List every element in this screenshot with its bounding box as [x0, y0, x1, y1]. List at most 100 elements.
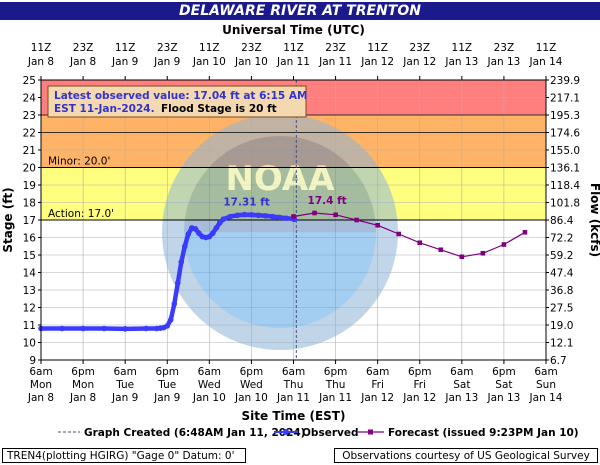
bottom-tick-time: 6pm [240, 366, 264, 378]
top-tick-label: 11Z [367, 42, 388, 54]
notice-box [47, 85, 307, 118]
y-tick-label: 12 [23, 303, 36, 315]
top-tick-label: 11Z [31, 42, 52, 54]
notice-flood-stage: Flood Stage is 20 ft [161, 103, 277, 115]
top-tick-label: 23Z [73, 42, 94, 54]
bottom-tick-day: Thu [325, 379, 346, 391]
top-tick-date: Jan 14 [529, 56, 563, 68]
noaa-watermark: NOAA [162, 114, 398, 350]
watermark-sea [184, 232, 376, 328]
forecast-peak-label: 17.4 ft [308, 195, 347, 207]
threshold-label: Action: 17.0' [48, 208, 114, 220]
bottom-tick-time: 6am [29, 366, 52, 378]
bottom-tick-time: 6pm [155, 366, 179, 378]
flow-tick-label: 118.4 [550, 180, 580, 192]
bottom-tick-date: Jan 8 [27, 392, 54, 404]
forecast-point [417, 240, 423, 246]
top-tick-label: 23Z [157, 42, 178, 54]
bottom-tick-day: Wed [240, 379, 263, 391]
y-tick-label: 21 [23, 145, 36, 157]
flow-tick-label: 239.9 [550, 75, 580, 87]
chart-title: DELAWARE RIVER AT TRENTON [0, 2, 600, 20]
bottom-tick-time: 6am [534, 366, 557, 378]
bottom-tick-day: Mon [72, 379, 94, 391]
flow-tick-label: 72.2 [550, 233, 573, 245]
observed-point [206, 233, 213, 240]
bottom-tick-date: Jan 10 [234, 392, 268, 404]
flow-tick-label: 136.1 [550, 163, 580, 175]
observed-point [178, 259, 185, 265]
bottom-tick-date: Jan 9 [111, 392, 138, 404]
observed-point [181, 243, 188, 250]
y-tick-label: 18 [23, 198, 36, 210]
observed-point [196, 230, 202, 236]
bottom-tick-day: Thu [283, 379, 304, 391]
overlay: 17.31 ft 17.4 ft Latest observed value: 17… [47, 85, 347, 209]
observed-point [241, 211, 248, 218]
top-tick-date: Jan 9 [153, 56, 180, 68]
legend-observed-marker [283, 429, 289, 435]
top-tick-date: Jan 9 [111, 56, 138, 68]
bottom-tick-date: Jan 11 [318, 392, 352, 404]
observed-point [213, 225, 220, 231]
y-tick-label: 17 [23, 215, 36, 227]
legend-observed: Observed [302, 427, 358, 439]
flow-tick-label: 101.8 [550, 198, 580, 210]
top-tick-label: 11Z [115, 42, 136, 54]
observed-point [210, 230, 216, 236]
y-tick-label: 20 [23, 163, 36, 175]
observed-point [269, 213, 276, 220]
bottom-tick-time: 6pm [324, 366, 348, 378]
bottom-tick-date: Jan 11 [276, 392, 310, 404]
forecast-point [459, 254, 465, 260]
top-tick-date: Jan 12 [360, 56, 394, 68]
bottom-tick-day: Tue [115, 379, 134, 391]
forecast-point [501, 242, 507, 247]
bottom-tick-date: Jan 12 [402, 392, 436, 404]
observed-point [80, 325, 86, 332]
top-tick-date: Jan 10 [234, 56, 268, 68]
legend-forecast-marker [368, 429, 373, 435]
flow-tick-label: 47.4 [550, 268, 574, 280]
datum-footer: TREN4(plotting HGIRG) "Gage 0" Datum: 0' [2, 448, 246, 463]
observed-point [167, 316, 174, 323]
bottom-tick-day: Sat [453, 379, 470, 391]
y-tick-label: 22 [23, 128, 36, 140]
forecast-point [333, 212, 338, 218]
watermark-text: NOAA [225, 159, 335, 199]
y-tick-label: 19 [23, 180, 36, 192]
y-tick-label: 13 [23, 285, 36, 297]
bottom-tick-time: 6pm [408, 366, 432, 378]
flow-tick-label: 155.0 [550, 145, 580, 157]
y-tick-label: 25 [23, 75, 36, 87]
bottom-tick-time: 6am [113, 366, 136, 378]
top-tick-date: Jan 13 [444, 56, 478, 68]
top-tick-date: Jan 10 [192, 56, 226, 68]
bottom-tick-date: Jan 13 [444, 392, 478, 404]
observed-point [164, 323, 171, 329]
threshold-label: Minor: 20.0' [48, 156, 110, 168]
bottom-tick-time: 6am [366, 366, 389, 378]
flow-tick-label: 59.2 [550, 250, 573, 262]
top-tick-label: 11Z [452, 42, 473, 54]
observed-point [122, 326, 128, 332]
legend-forecast: Forecast (issued 9:23PM Jan 10) [388, 427, 579, 439]
flow-tick-label: 195.3 [550, 110, 580, 122]
observed-point [171, 301, 178, 307]
bottom-tick-time: 6am [198, 366, 221, 378]
y-tick-label: 15 [23, 250, 36, 262]
top-tick-label: 23Z [409, 42, 430, 54]
bottom-tick-time: 6pm [71, 366, 95, 378]
bottom-tick-day: Sun [536, 379, 556, 391]
forecast-line [293, 212, 526, 258]
right-axis-title: Flow (kcfs) [588, 183, 600, 257]
bottom-tick-date: Jan 9 [153, 392, 180, 404]
flow-tick-label: 6.7 [550, 355, 567, 367]
top-tick-label: 23Z [494, 42, 515, 54]
observed-point [59, 325, 65, 332]
observed-point [185, 231, 192, 237]
legend-graph-created: Graph Created (6:48AM Jan 11, 2024) [84, 427, 305, 439]
top-tick-date: Jan 11 [276, 56, 310, 68]
source-footer: Observations courtesy of US Geological S… [334, 448, 598, 463]
